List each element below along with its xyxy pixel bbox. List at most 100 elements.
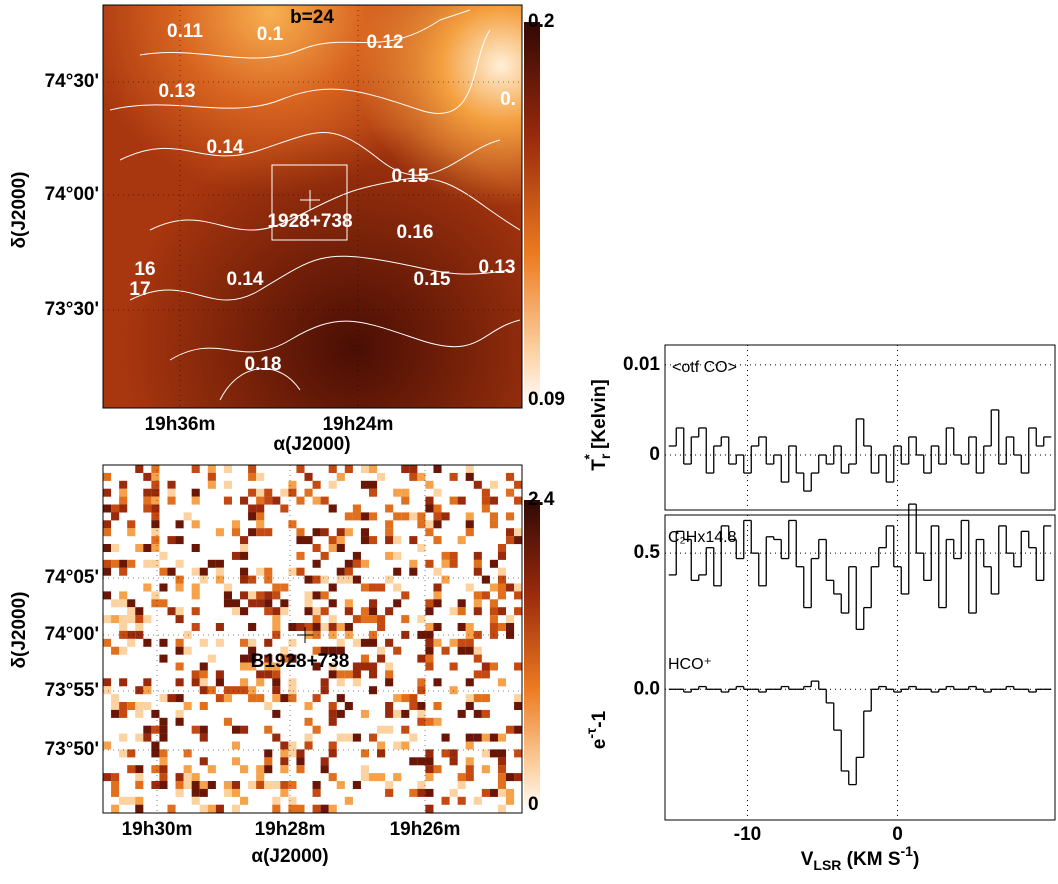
map-pixel xyxy=(497,781,507,789)
map-pixel xyxy=(288,686,297,695)
map-pixel xyxy=(119,623,128,631)
map-pixel xyxy=(304,741,313,750)
map-pixel xyxy=(215,694,224,703)
map-image xyxy=(103,5,522,408)
map-pixel xyxy=(360,749,370,758)
map-pixel xyxy=(119,599,128,608)
map-pixel xyxy=(256,512,265,521)
map-pixel xyxy=(385,725,394,734)
map-pixel xyxy=(457,623,466,631)
map-pixel xyxy=(506,583,515,592)
colorbar xyxy=(524,500,540,813)
map-pixel xyxy=(425,773,434,782)
map-pixel xyxy=(336,781,345,789)
map-pixel xyxy=(393,709,402,718)
map-pixel xyxy=(103,773,112,782)
source-label: B1928+738 xyxy=(251,651,350,672)
map-pixel xyxy=(135,733,144,742)
map-pixel xyxy=(256,488,265,497)
map-pixel xyxy=(401,591,410,600)
map-pixel xyxy=(336,575,345,584)
map-pixel xyxy=(119,646,128,655)
map-pixel xyxy=(441,559,450,568)
map-pixel xyxy=(175,781,184,789)
map-pixel xyxy=(240,725,249,734)
map-pixel xyxy=(417,686,426,695)
map-pixel xyxy=(449,559,458,568)
map-pixel xyxy=(119,504,128,513)
map-pixel xyxy=(296,496,305,505)
map-pixel xyxy=(401,512,410,521)
map-pixel xyxy=(489,559,498,568)
map-pixel xyxy=(288,480,297,489)
map-pixel xyxy=(473,607,482,616)
map-pixel xyxy=(336,567,345,576)
map-pixel xyxy=(457,781,466,789)
annotation: b=24 xyxy=(290,7,334,28)
map-pixel xyxy=(328,749,337,758)
map-pixel xyxy=(272,591,281,600)
map-pixel xyxy=(368,733,378,742)
map-pixel xyxy=(143,504,152,513)
map-pixel xyxy=(288,678,297,687)
map-pixel xyxy=(401,496,410,505)
map-pixel xyxy=(151,559,160,568)
map-pixel xyxy=(457,796,466,805)
map-pixel xyxy=(506,536,515,545)
map-pixel xyxy=(231,528,241,537)
map-pixel xyxy=(199,567,208,576)
map-pixel xyxy=(240,607,249,616)
map-pixel xyxy=(183,702,192,710)
map-pixel xyxy=(280,749,289,758)
map-pixel xyxy=(280,788,289,797)
map-pixel xyxy=(377,472,386,481)
source-label: 1928+738 xyxy=(267,211,352,232)
map-pixel xyxy=(320,678,329,687)
map-pixel xyxy=(497,804,507,813)
map-pixel xyxy=(304,575,313,584)
map-pixel xyxy=(401,630,410,639)
map-pixel xyxy=(175,678,184,687)
map-pixel xyxy=(320,757,329,766)
map-pixel xyxy=(449,788,458,797)
map-pixel xyxy=(240,575,249,584)
map-pixel xyxy=(240,638,249,647)
map-pixel xyxy=(119,749,128,758)
map-pixel xyxy=(151,465,160,473)
map-pixel xyxy=(215,804,224,813)
map-pixel xyxy=(103,591,112,600)
map-pixel xyxy=(401,709,410,718)
map-pixel xyxy=(320,804,329,813)
map-pixel xyxy=(111,702,120,710)
map-pixel xyxy=(489,599,498,608)
map-pixel xyxy=(514,662,523,671)
map-pixel xyxy=(111,788,120,797)
map-pixel xyxy=(497,591,507,600)
map-pixel xyxy=(159,773,168,782)
map-pixel xyxy=(514,536,523,545)
map-pixel xyxy=(457,646,466,655)
map-pixel xyxy=(119,733,128,742)
map-pixel xyxy=(304,623,313,631)
map-pixel xyxy=(320,551,329,560)
map-pixel xyxy=(159,765,168,774)
x-tick-label: 19h36m xyxy=(145,414,216,435)
map-pixel xyxy=(409,567,418,576)
map-pixel xyxy=(248,638,257,647)
map-pixel xyxy=(264,591,273,600)
map-pixel xyxy=(506,472,515,481)
map-pixel xyxy=(514,496,523,505)
map-pixel xyxy=(344,623,353,631)
map-pixel xyxy=(175,662,184,671)
map-pixel xyxy=(473,646,482,655)
map-pixel xyxy=(159,551,168,560)
colorbar-tick-label: 0.2 xyxy=(528,11,554,32)
map-pixel xyxy=(223,717,232,726)
map-pixel xyxy=(280,607,289,616)
map-pixel xyxy=(111,646,120,655)
map-pixel xyxy=(489,520,498,529)
map-pixel xyxy=(304,599,313,608)
map-pixel xyxy=(514,528,523,537)
map-pixel xyxy=(328,646,337,655)
map-pixel xyxy=(425,623,434,631)
